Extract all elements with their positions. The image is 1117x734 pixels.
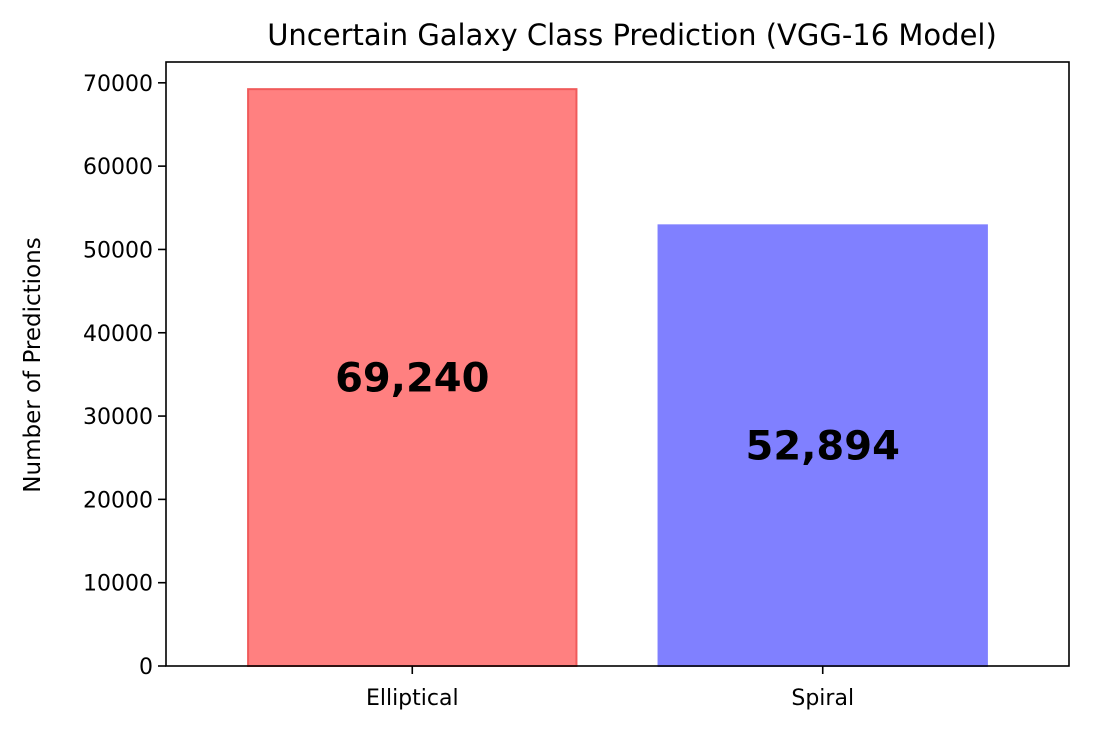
y-tick-label: 0 bbox=[139, 655, 153, 680]
data-labels-group: 69,240 52,894 bbox=[335, 356, 900, 470]
y-axis-label: Number of Predictions bbox=[20, 237, 46, 492]
chart-title: Uncertain Galaxy Class Prediction (VGG-1… bbox=[267, 18, 997, 52]
y-tick-label: 20000 bbox=[83, 488, 153, 513]
x-tick-label: Spiral bbox=[791, 686, 854, 711]
x-axis: Elliptical Spiral bbox=[366, 666, 854, 711]
y-tick-label: 50000 bbox=[83, 238, 153, 263]
data-label-elliptical: 69,240 bbox=[335, 356, 489, 402]
x-tick-label: Elliptical bbox=[366, 686, 459, 711]
bar-elliptical bbox=[247, 88, 578, 667]
y-tick-label: 10000 bbox=[83, 572, 153, 597]
y-tick-label: 70000 bbox=[83, 72, 153, 97]
y-tick-label: 60000 bbox=[83, 155, 153, 180]
y-axis: 0 10000 20000 30000 40000 50000 60000 70000 bbox=[83, 72, 166, 680]
bars-group bbox=[247, 88, 988, 667]
y-tick-label: 40000 bbox=[83, 322, 153, 347]
plot-frame bbox=[165, 61, 1070, 667]
bar-spiral bbox=[657, 224, 988, 667]
data-label-spiral: 52,894 bbox=[746, 424, 900, 470]
y-tick-label: 30000 bbox=[83, 405, 153, 430]
